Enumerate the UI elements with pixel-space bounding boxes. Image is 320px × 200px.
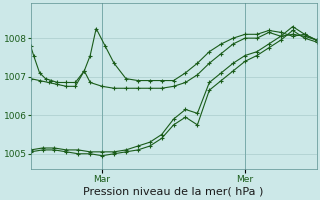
X-axis label: Pression niveau de la mer( hPa ): Pression niveau de la mer( hPa )	[84, 187, 264, 197]
